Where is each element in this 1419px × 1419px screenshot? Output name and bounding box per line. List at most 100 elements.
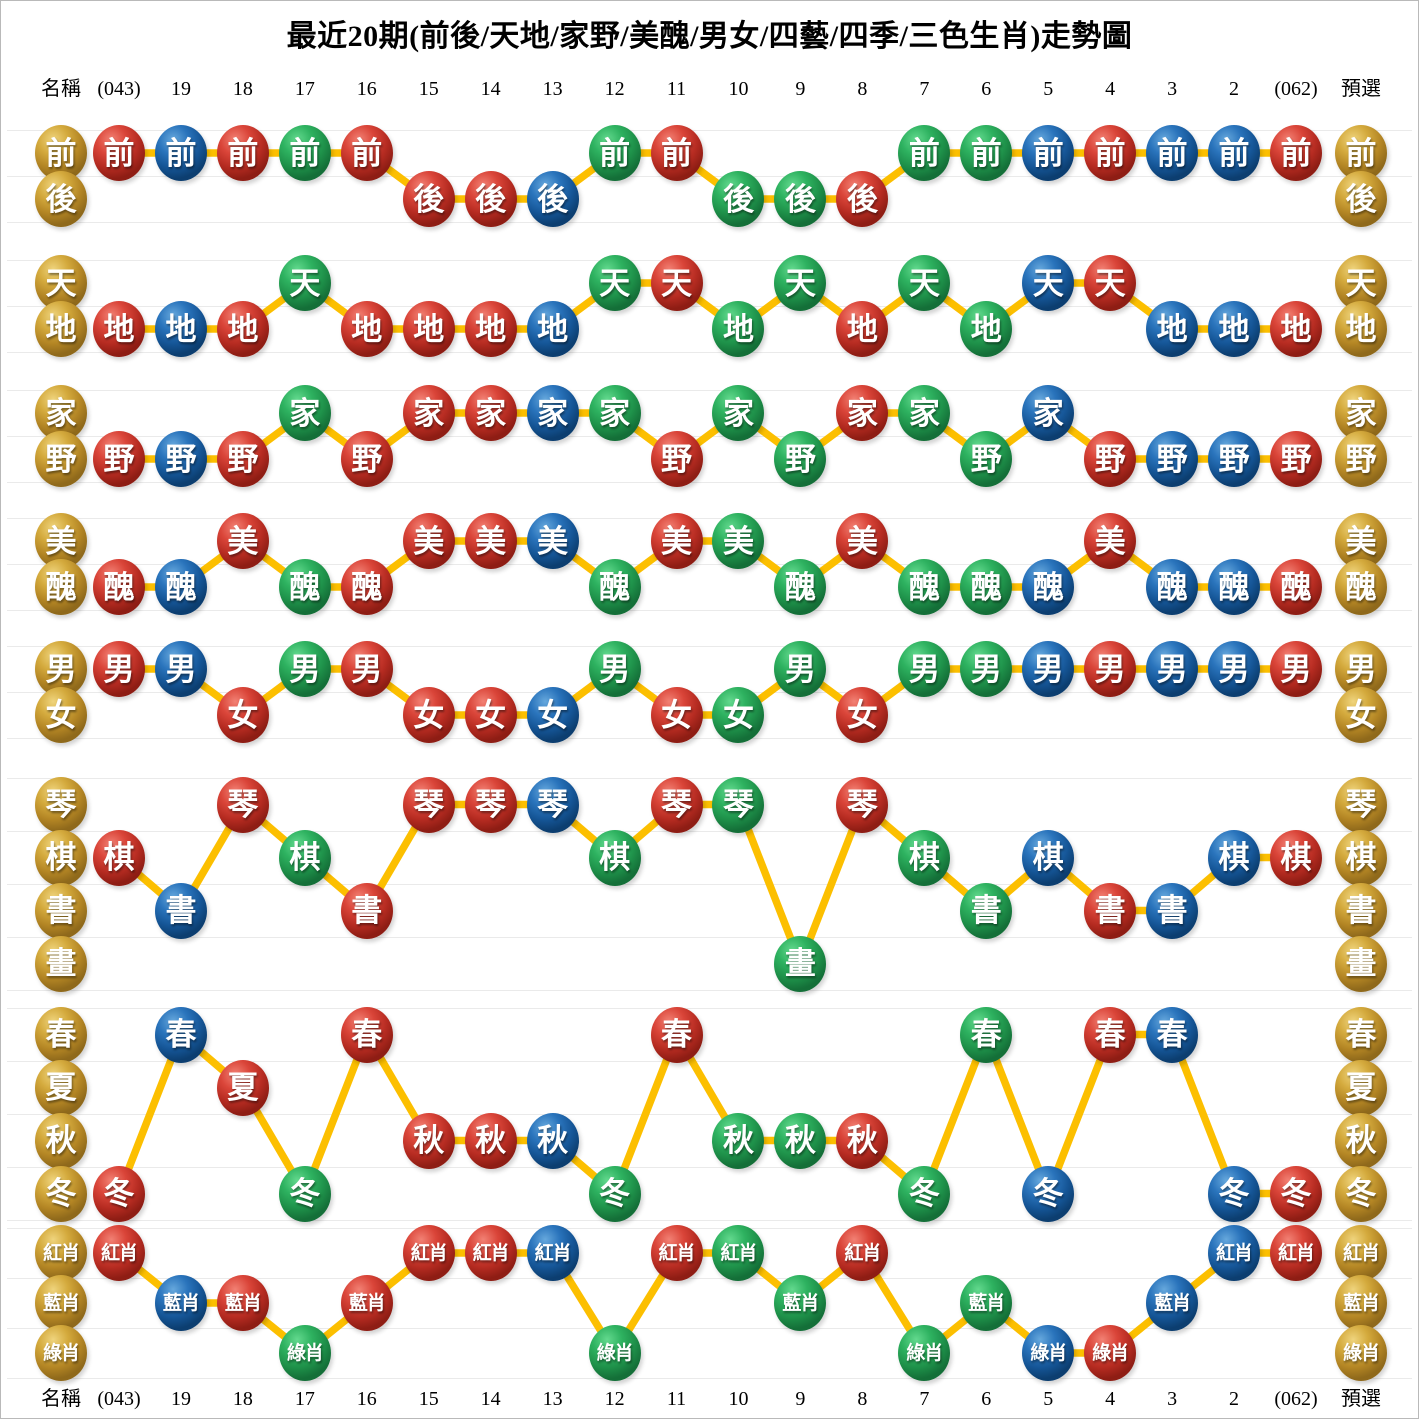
preselect-男女-女[interactable]: 女 [1335,687,1387,743]
data-point-四季-(043): 冬 [93,1165,145,1222]
data-point-前後-5: 前 [1022,125,1075,181]
preselect-三色生肖-紅肖[interactable]: 紅肖 [1335,1225,1387,1281]
data-point-男女-16: 男 [340,641,393,697]
gridline [7,778,1412,779]
footer-label-period-17: 3 [1167,1388,1178,1410]
preselect-天地-地[interactable]: 地 [1335,301,1387,357]
data-point-四季-17: 冬 [278,1165,331,1222]
preselect-三色生肖-藍肖[interactable]: 藍肖 [1335,1275,1387,1331]
data-point-四季-8: 秋 [836,1112,889,1169]
data-point-男女-9: 男 [774,641,827,697]
data-point-天地-4: 天 [1084,255,1137,311]
header-label-period-5: 15 [418,78,439,100]
data-point-三色生肖-9: 藍肖 [774,1275,827,1331]
data-point-天地-2: 地 [1208,301,1261,357]
data-point-男女-19: 男 [154,641,207,697]
data-point-美醜-8: 美 [836,513,889,569]
page-title: 最近20期(前後/天地/家野/美醜/男女/四藝/四季/三色生肖)走勢圖 [286,20,1133,53]
data-point-四季-9: 秋 [774,1112,827,1169]
preselect-四季-春[interactable]: 春 [1335,1006,1387,1063]
preselect-男女-男[interactable]: 男 [1335,641,1387,697]
data-point-四藝-(062): 棋 [1270,829,1322,886]
preselect-家野-野[interactable]: 野 [1335,431,1387,487]
row-label-前後-後: 後 [35,171,87,227]
preselect-四季-夏[interactable]: 夏 [1335,1059,1387,1116]
data-point-美醜-15: 美 [402,513,455,569]
data-point-男女-12: 男 [588,641,641,697]
data-point-美醜-4: 美 [1084,513,1137,569]
gridline [7,564,1412,565]
data-point-美醜-12: 醜 [588,559,641,615]
gridline [7,1328,1412,1329]
data-point-家野-3: 野 [1146,431,1199,487]
preselect-四季-秋[interactable]: 秋 [1335,1112,1387,1169]
data-point-男女-3: 男 [1146,641,1199,697]
data-point-前後-9: 後 [774,171,827,227]
data-point-天地-13: 地 [526,301,579,357]
data-point-四藝-19: 書 [154,882,207,939]
preselect-四季-冬[interactable]: 冬 [1335,1165,1387,1222]
data-point-男女-7: 男 [898,641,951,697]
data-point-男女-6: 男 [960,641,1013,697]
data-point-前後-13: 後 [526,171,579,227]
footer-label-period-0: (043) [97,1388,141,1410]
header-label-period-18: 2 [1229,78,1240,100]
header-label-period-17: 3 [1167,78,1178,100]
row-label-四季-秋: 秋 [35,1112,87,1169]
data-point-美醜-6: 醜 [960,559,1013,615]
data-point-前後-14: 後 [464,171,517,227]
data-point-三色生肖-18: 藍肖 [216,1275,269,1331]
row-label-四季-春: 春 [35,1006,87,1063]
preselect-前後-後[interactable]: 後 [1335,171,1387,227]
data-point-前後-6: 前 [960,125,1013,181]
data-point-美醜-2: 醜 [1208,559,1261,615]
data-point-男女-10: 女 [712,687,765,743]
footer-label-period-13: 7 [919,1388,930,1410]
data-point-男女-4: 男 [1084,641,1137,697]
data-point-美醜-(062): 醜 [1270,559,1322,615]
preselect-四藝-琴[interactable]: 琴 [1335,776,1387,833]
footer-label-period-10: 10 [728,1388,749,1410]
data-point-天地-5: 天 [1022,255,1075,311]
data-point-四藝-11: 琴 [650,776,703,833]
data-point-三色生肖-6: 藍肖 [960,1275,1013,1331]
data-point-男女-5: 男 [1022,641,1075,697]
data-point-四季-5: 冬 [1022,1165,1075,1222]
data-point-天地-16: 地 [340,301,393,357]
row-label-四藝-書: 書 [35,882,87,939]
gridline [7,222,1412,223]
data-point-家野-(062): 野 [1270,431,1322,487]
header-label-period-0: (043) [97,78,141,100]
data-point-四季-15: 秋 [402,1112,455,1169]
preselect-四藝-書[interactable]: 書 [1335,882,1387,939]
gridline [7,130,1412,131]
row-label-三色生肖-紅肖: 紅肖 [35,1225,87,1281]
gridline [7,1008,1412,1009]
data-point-四季-11: 春 [650,1006,703,1063]
gridline [7,1114,1412,1115]
data-point-家野-19: 野 [154,431,207,487]
data-point-四季-3: 春 [1146,1006,1199,1063]
footer-label-period-2: 18 [232,1388,253,1410]
header-label-period-8: 12 [604,78,625,100]
gridline [7,937,1412,938]
header-label-period-11: 9 [795,78,806,100]
data-point-男女-13: 女 [526,687,579,743]
gridline [7,482,1412,483]
data-point-前後-17: 前 [278,125,331,181]
data-point-美醜-(043): 醜 [93,559,145,615]
preselect-三色生肖-綠肖[interactable]: 綠肖 [1335,1325,1387,1381]
data-point-家野-11: 野 [650,431,703,487]
preselect-美醜-醜[interactable]: 醜 [1335,559,1387,615]
gridline [7,1061,1412,1062]
data-point-家野-2: 野 [1208,431,1261,487]
header-row: 名稱 (043) 19 18 17 16 15 14 13 12 11 10 9 8 7 6 5 4 3 2 (062)… [1,75,1418,103]
data-point-前後-4: 前 [1084,125,1137,181]
data-point-前後-18: 前 [216,125,269,181]
data-point-四季-12: 冬 [588,1165,641,1222]
data-point-男女-17: 男 [278,641,331,697]
preselect-四藝-棋[interactable]: 棋 [1335,829,1387,886]
footer-label-period-11: 9 [795,1388,806,1410]
preselect-四藝-畫[interactable]: 畫 [1335,935,1387,992]
